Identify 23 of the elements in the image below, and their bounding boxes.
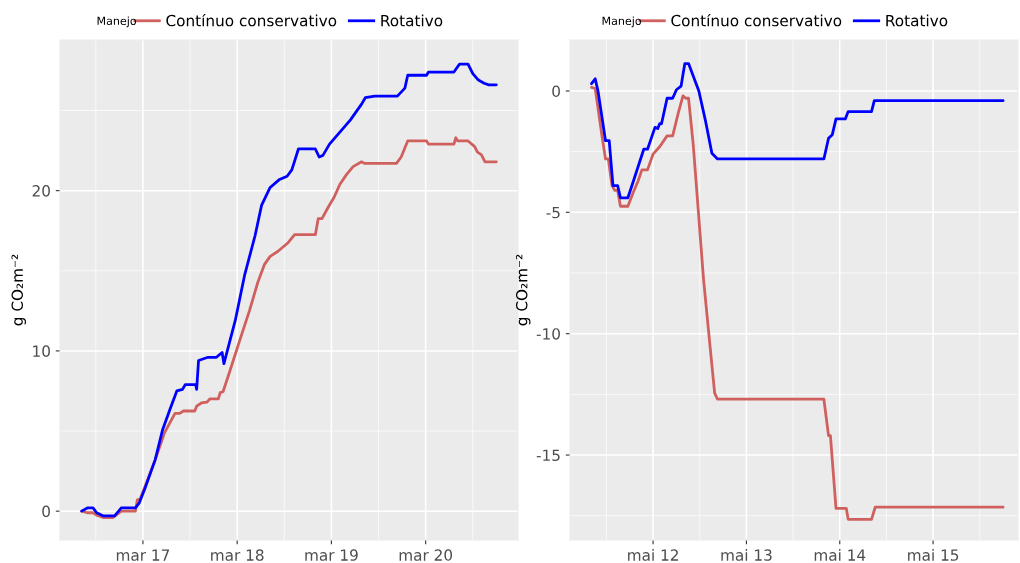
y-tick-label: -5	[546, 207, 560, 219]
x-tick-label: mar 19	[305, 549, 358, 561]
legend-label: Contínuo conservativo	[671, 13, 842, 27]
legend-label: Rotativo	[381, 14, 443, 27]
y-axis-title: g CO₂m⁻²	[515, 254, 531, 326]
x-tick-label: mai 14	[814, 549, 866, 561]
x-tick-label: mai 13	[721, 549, 772, 561]
y-tick-label: 0	[42, 505, 50, 518]
y-tick-label: 20	[32, 185, 50, 197]
y-axis-title: g CO₂m⁻²	[11, 254, 26, 326]
x-tick-label: mar 20	[399, 549, 453, 561]
y-tick-label: 0	[552, 85, 560, 97]
x-tick-label: mar 17	[116, 549, 170, 561]
legend-title: Manejo	[97, 16, 137, 28]
x-tick-label: mar 18	[211, 549, 264, 561]
y-tick-label: 10	[33, 345, 50, 357]
x-tick-label: mai 15	[908, 549, 959, 561]
x-tick-label: mai 12	[628, 549, 678, 561]
legend-label: Rotativo	[886, 14, 948, 27]
y-tick-label: -15	[536, 449, 560, 462]
legend-label: Contínuo conservativo	[166, 13, 337, 27]
y-tick-label: -10	[536, 328, 560, 340]
legend-title: Manejo	[602, 16, 642, 28]
